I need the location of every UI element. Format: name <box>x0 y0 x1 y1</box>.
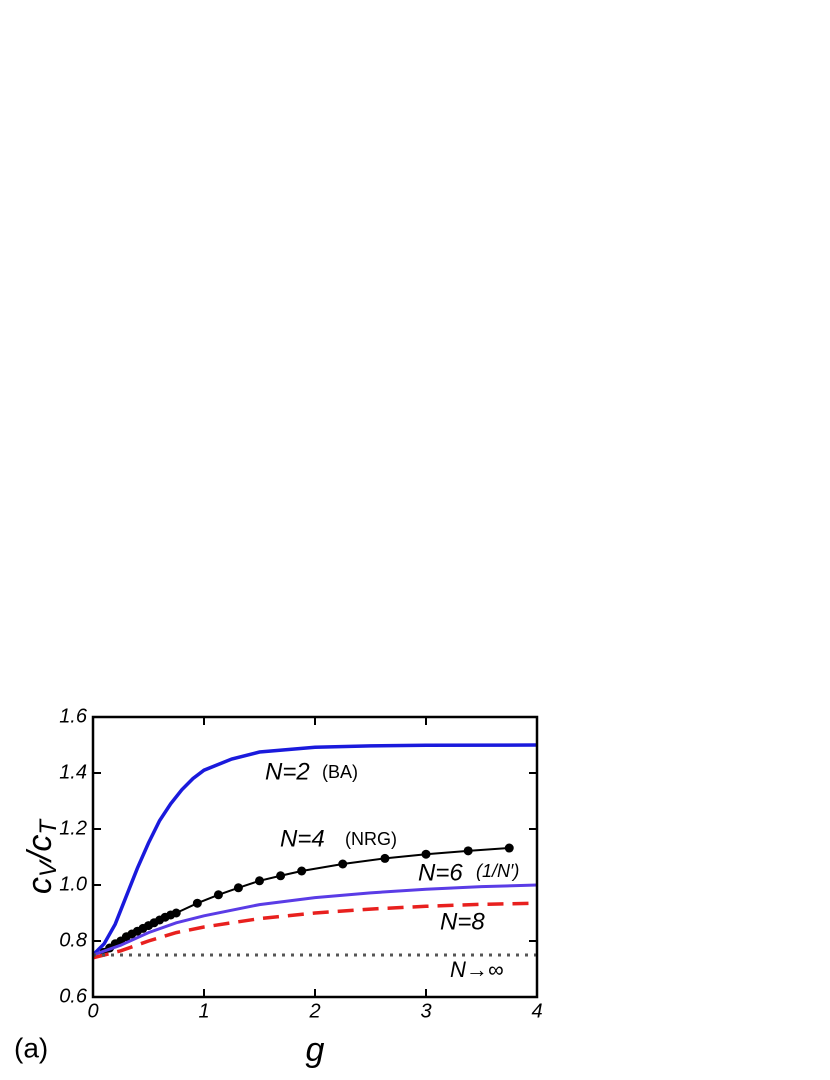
data-point <box>463 846 473 856</box>
data-point <box>297 866 307 876</box>
annotation: N=2 <box>265 758 310 785</box>
series-line <box>91 743 538 957</box>
x-tick-label: 3 <box>420 1000 431 1022</box>
series-line <box>92 901 538 960</box>
data-point <box>171 908 181 918</box>
y-axis-label-part: c <box>21 877 59 894</box>
data-point <box>192 898 202 908</box>
annotation: N=8 <box>440 908 485 935</box>
annotation: (NRG) <box>345 829 397 849</box>
x-tick-label: 2 <box>308 1000 320 1022</box>
y-axis-label-part: T <box>35 818 62 835</box>
data-point <box>338 859 348 869</box>
panel-label: (a) <box>14 1032 48 1063</box>
y-tick-label: 0.6 <box>59 985 88 1007</box>
data-point <box>213 890 223 900</box>
y-tick-label: 1.0 <box>59 873 87 895</box>
y-tick-label: 1.6 <box>59 705 88 727</box>
data-point <box>276 871 286 881</box>
plot-frame <box>91 715 539 999</box>
annotation: N=4 <box>280 825 325 852</box>
series-line <box>92 883 538 957</box>
x-tick-label: 4 <box>531 1000 542 1022</box>
y-tick-label: 1.4 <box>59 761 87 783</box>
data-point <box>421 849 431 859</box>
annotation: (1/N′) <box>476 861 519 881</box>
annotation: N=6 <box>418 859 463 886</box>
annotation: N→∞ <box>450 957 504 982</box>
annotation: (BA) <box>322 762 358 782</box>
x-tick-label: 1 <box>198 1000 209 1022</box>
data-point <box>233 883 243 893</box>
y-tick-label: 0.8 <box>59 929 87 951</box>
y-axis-label: cV/cT <box>21 818 62 894</box>
y-tick-label: 1.2 <box>59 817 87 839</box>
x-axis-label: g <box>306 1031 325 1069</box>
data-point <box>504 843 514 853</box>
y-axis-label-part: /c <box>21 835 59 863</box>
data-point <box>255 876 264 886</box>
y-axis-label-part: V <box>35 859 62 877</box>
data-point <box>380 853 390 863</box>
x-tick-label: 0 <box>87 1000 98 1022</box>
